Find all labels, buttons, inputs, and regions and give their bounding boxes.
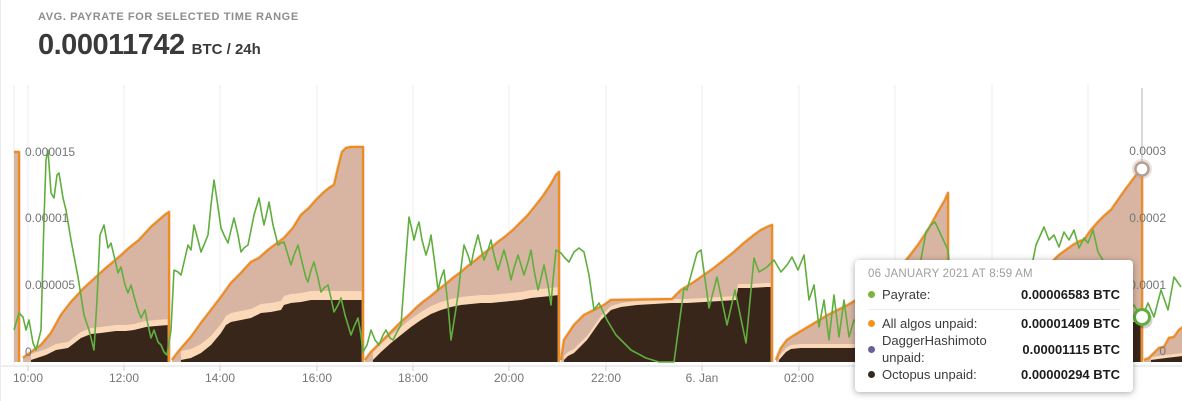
- all-algos-unpaid-line: [559, 223, 774, 362]
- payrate-dot-icon: [868, 291, 875, 298]
- avg-payrate-unit: BTC / 24h: [191, 41, 261, 58]
- tooltip-timestamp: 06 JANUARY 2021 AT 8:59 AM: [868, 268, 1033, 280]
- octopus-unpaid-area: [181, 300, 363, 362]
- daggerhashimoto-label: DaggerHashimoto unpaid:: [882, 333, 987, 365]
- all-algos-unpaid-line: [14, 150, 21, 362]
- payrate-label: Payrate:: [882, 287, 931, 302]
- all-algos-label: All algos unpaid:: [882, 316, 978, 331]
- octopus-unpaid-area: [1151, 356, 1182, 362]
- all-algos-unpaid-area: [14, 152, 19, 362]
- daggerhashimoto-dot-icon: [868, 345, 875, 353]
- chart-header: AVG. PAYRATE FOR SELECTED TIME RANGE 0.0…: [38, 11, 299, 62]
- all-algos-dot-icon: [868, 320, 875, 327]
- avg-payrate-value: 0.00011742: [38, 29, 185, 61]
- chart-subtitle: AVG. PAYRATE FOR SELECTED TIME RANGE: [38, 11, 299, 23]
- daggerhashimoto-band: [1151, 353, 1182, 360]
- all-algos-unpaid-line: [171, 145, 365, 362]
- octopus-dot-icon: [868, 371, 875, 378]
- octopus-unpaid-area: [373, 295, 559, 362]
- all-algos-unpaid-line: [22, 210, 171, 362]
- avg-payrate: 0.00011742 BTC / 24h: [38, 29, 299, 62]
- daggerhashimoto-band: [373, 287, 559, 360]
- tooltip-divider: [868, 309, 1120, 310]
- octopus-unpaid-area: [564, 287, 772, 362]
- all-algos-unpaid-area: [1144, 327, 1182, 362]
- payrate-hover-point: [1133, 308, 1151, 326]
- daggerhashimoto-value: 0.00001115 BTC: [1022, 341, 1120, 357]
- octopus-unpaid-area: [31, 325, 169, 362]
- octopus-value: 0.00000294 BTC: [1020, 367, 1120, 382]
- octopus-label: Octopus unpaid:: [882, 367, 977, 382]
- tooltip-row-daggerhashimoto: DaggerHashimoto unpaid: 0.00001115 BTC: [868, 332, 1120, 366]
- unpaid-hover-point: [1134, 161, 1150, 177]
- daggerhashimoto-band: [31, 319, 169, 360]
- chart-tooltip: 06 JANUARY 2021 AT 8:59 AM Payrate: 0.00…: [855, 260, 1133, 392]
- all-algos-unpaid-line: [364, 170, 561, 362]
- daggerhashimoto-band: [181, 291, 363, 360]
- all-algos-value: 0.00001409 BTC: [1020, 316, 1120, 331]
- all-algos-unpaid-line: [1143, 326, 1182, 362]
- payrate-value: 0.00006583 BTC: [1020, 287, 1120, 302]
- tooltip-row-all-algos: All algos unpaid: 0.00001409 BTC: [868, 315, 1120, 332]
- tooltip-row-payrate: Payrate: 0.00006583 BTC: [868, 286, 1120, 303]
- tooltip-row-octopus: Octopus unpaid: 0.00000294 BTC: [868, 366, 1120, 383]
